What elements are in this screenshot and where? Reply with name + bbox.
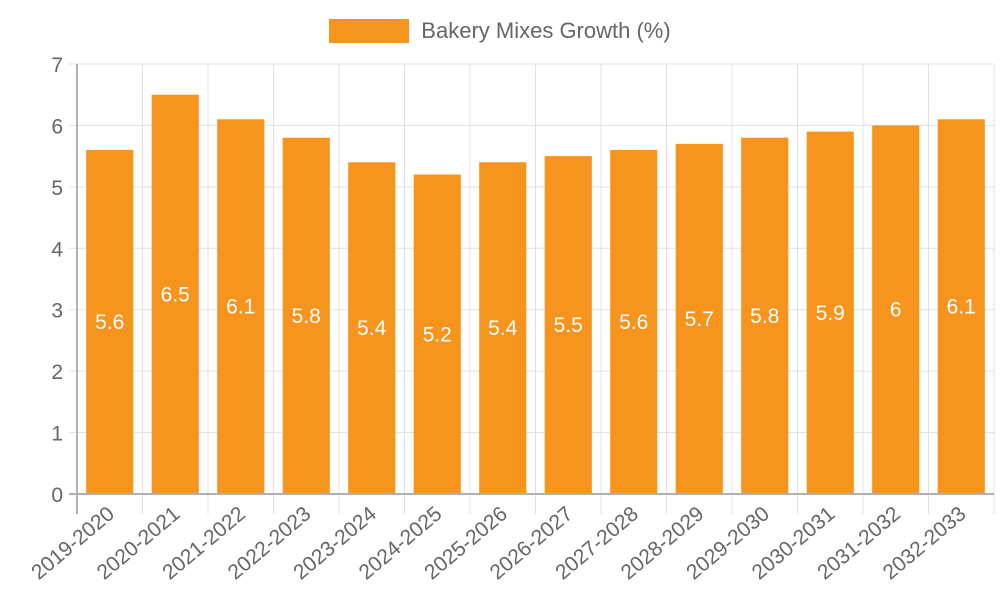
y-tick-label: 4	[51, 238, 63, 261]
y-tick-label: 7	[51, 54, 63, 77]
bar[interactable]	[151, 94, 199, 494]
bar[interactable]	[479, 162, 527, 495]
bar[interactable]	[544, 156, 592, 494]
bar-value-label: 6	[890, 299, 902, 322]
bar-value-label: 5.4	[357, 317, 387, 340]
bar-value-label: 5.6	[95, 311, 124, 334]
y-tick-label: 5	[51, 177, 63, 200]
x-axis-ticks: 2019-20202020-20212021-20222022-20232023…	[27, 502, 970, 584]
bar-value-label: 5.6	[619, 311, 648, 334]
bar-value-label: 6.1	[947, 296, 976, 319]
bar-value-label: 5.5	[554, 314, 583, 337]
bar[interactable]	[282, 137, 330, 494]
bars: 5.6 6.5 6.1 5.8 5.4 5.2 5.4 5.5 5.6 5.7 5.8 5.9 6 6.1	[86, 94, 985, 495]
y-tick-label: 2	[51, 361, 63, 384]
y-tick-label: 0	[51, 484, 63, 507]
bar[interactable]	[675, 143, 723, 494]
bar-value-label: 5.2	[423, 323, 452, 346]
bar[interactable]	[217, 119, 265, 495]
bar-value-label: 5.4	[488, 317, 518, 340]
bar[interactable]	[413, 174, 461, 495]
bar[interactable]	[937, 119, 985, 495]
grid-lines	[69, 63, 995, 514]
bar-value-label: 6.5	[161, 283, 190, 306]
axes	[69, 64, 994, 514]
chart-legend: Bakery Mixes Growth (%)	[0, 18, 1000, 44]
bar[interactable]	[806, 131, 854, 495]
bar[interactable]	[872, 125, 920, 494]
bar[interactable]	[610, 150, 658, 494]
y-axis-ticks: 0 1 2 3 4 5 6 7	[51, 54, 63, 507]
y-tick-label: 6	[51, 115, 63, 138]
bar[interactable]	[86, 150, 134, 494]
bar-value-label: 5.9	[816, 302, 845, 325]
bar[interactable]	[348, 162, 396, 495]
bar[interactable]	[741, 137, 789, 494]
bar-value-label: 6.1	[226, 296, 255, 319]
legend-label: Bakery Mixes Growth (%)	[421, 18, 671, 43]
bar-value-label: 5.8	[750, 305, 779, 328]
bar-value-label: 5.7	[685, 308, 714, 331]
y-tick-label: 3	[51, 300, 63, 323]
legend-swatch[interactable]	[329, 19, 410, 43]
bar-value-label: 5.8	[292, 305, 321, 328]
y-tick-label: 1	[51, 423, 63, 446]
